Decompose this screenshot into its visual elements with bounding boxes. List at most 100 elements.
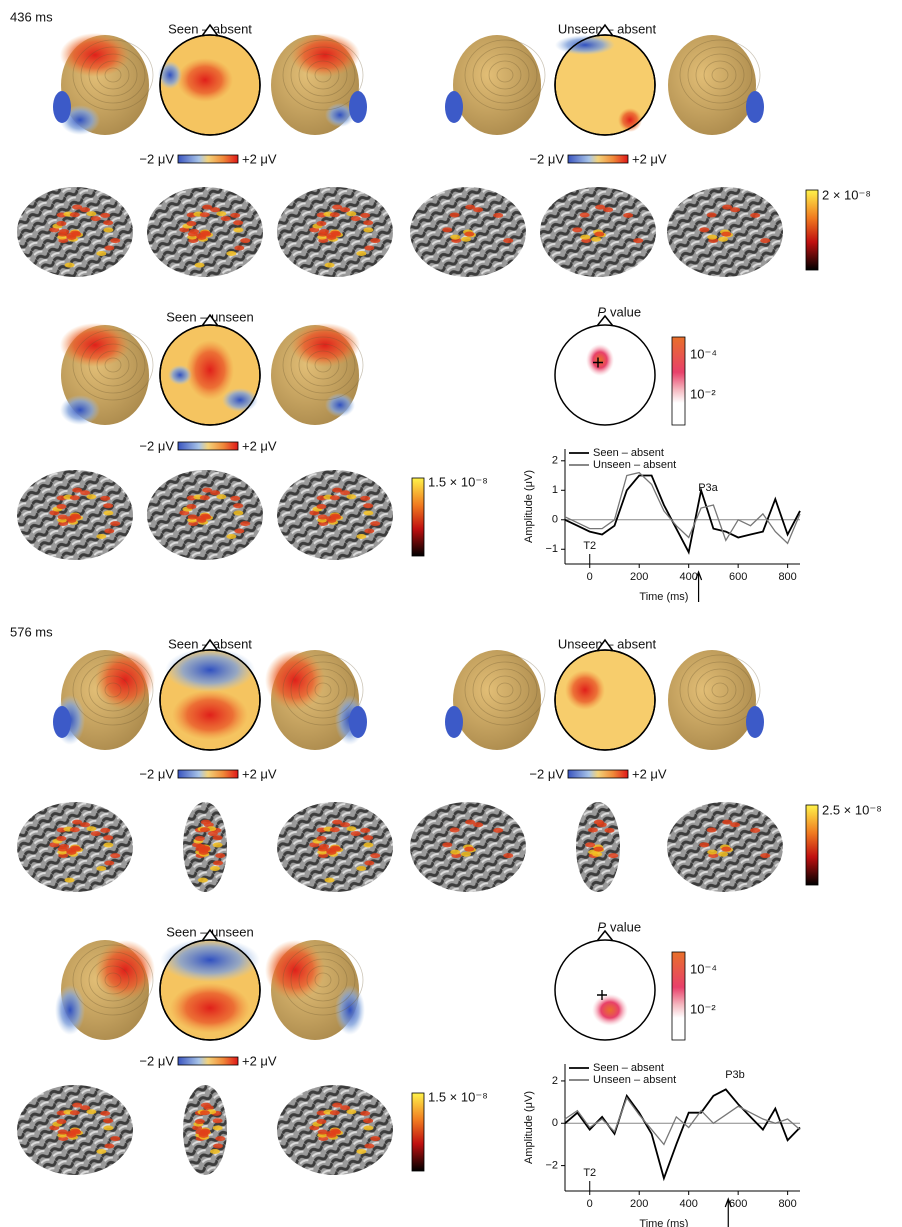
activation	[216, 211, 226, 216]
activation	[326, 1131, 336, 1136]
scale-min: −2 μV	[139, 1053, 174, 1068]
activation	[340, 207, 350, 212]
topo-spot	[170, 983, 250, 1033]
x-axis-label: Time (ms)	[639, 591, 688, 603]
activation	[760, 853, 770, 858]
activation	[699, 842, 709, 847]
activation	[360, 1111, 370, 1116]
series-line	[565, 476, 800, 553]
source-scale: 1.5 × 10⁻⁸	[428, 474, 488, 489]
activation	[70, 1110, 80, 1115]
activation	[461, 852, 471, 857]
activation	[326, 516, 336, 521]
x-tick-label: 600	[729, 1198, 747, 1210]
activation	[233, 228, 243, 233]
activation	[96, 1149, 106, 1154]
activation	[351, 216, 361, 221]
activation	[66, 848, 76, 853]
activation	[103, 843, 113, 848]
activation	[226, 534, 236, 539]
activation	[585, 842, 595, 847]
activation	[103, 220, 113, 225]
scale-max: +2 μV	[242, 766, 277, 781]
activation	[330, 827, 340, 832]
activation	[196, 233, 206, 238]
legend-label: Seen – absent	[593, 447, 664, 459]
activation	[721, 232, 731, 237]
scale-max: +2 μV	[242, 1053, 277, 1068]
color-bar	[568, 155, 628, 163]
topo-spot	[160, 938, 260, 982]
ear	[746, 91, 764, 123]
activation	[198, 878, 208, 883]
activation	[215, 853, 225, 858]
activation	[200, 212, 210, 217]
activation	[103, 228, 113, 233]
activation	[707, 213, 717, 218]
activation	[100, 213, 110, 218]
activation	[215, 1136, 225, 1141]
activation	[360, 496, 370, 501]
activation	[473, 822, 483, 827]
activation	[56, 836, 66, 841]
activation	[59, 844, 69, 849]
x-tick-label: 400	[680, 1198, 698, 1210]
color-bar	[178, 442, 238, 450]
scale-max: +2 μV	[242, 151, 277, 166]
activation	[103, 1126, 113, 1131]
ear	[445, 91, 463, 123]
activation	[103, 511, 113, 516]
activation	[213, 1143, 223, 1148]
activation	[80, 207, 90, 212]
activation	[340, 822, 350, 827]
activation	[356, 251, 366, 256]
activation	[234, 528, 244, 533]
x-axis-label: Time (ms)	[639, 1218, 688, 1227]
x-tick-label: 800	[778, 1198, 796, 1210]
activation	[70, 212, 80, 217]
x-tick-label: 0	[587, 1198, 593, 1210]
activation	[233, 503, 243, 508]
activation	[572, 227, 582, 232]
activation	[198, 1131, 208, 1136]
scale-max: +2 μV	[632, 151, 667, 166]
activation	[196, 516, 206, 521]
activation	[363, 835, 373, 840]
activation	[210, 490, 220, 495]
activation	[346, 1109, 356, 1114]
activation	[721, 847, 731, 852]
activation	[213, 1118, 223, 1123]
y-axis-label: Amplitude (μV)	[523, 1091, 535, 1164]
activation	[319, 229, 329, 234]
x-tick-label: 600	[729, 571, 747, 583]
activation	[450, 850, 460, 855]
activation	[104, 860, 114, 865]
topo-spot	[165, 648, 255, 692]
activation	[603, 207, 613, 212]
activation	[110, 853, 120, 858]
topo-spot	[172, 690, 248, 740]
topo-spot	[186, 340, 234, 400]
activation	[326, 233, 336, 238]
activation	[360, 213, 370, 218]
series-line	[565, 473, 800, 544]
activation	[730, 207, 740, 212]
y-tick-label: 0	[552, 1117, 558, 1129]
activation	[363, 1118, 373, 1123]
activation	[356, 866, 366, 871]
activation	[100, 496, 110, 501]
activation	[370, 521, 380, 526]
activation	[189, 229, 199, 234]
y-tick-label: 1	[552, 484, 558, 496]
p-title: value	[610, 304, 641, 319]
activation	[80, 1105, 90, 1110]
activation	[216, 494, 226, 499]
activation	[110, 238, 120, 243]
activation	[608, 853, 618, 858]
activation	[325, 263, 335, 268]
activation	[730, 822, 740, 827]
color-bar	[806, 190, 818, 270]
activation	[326, 848, 336, 853]
x-tick-label: 800	[778, 571, 796, 583]
activation	[363, 228, 373, 233]
